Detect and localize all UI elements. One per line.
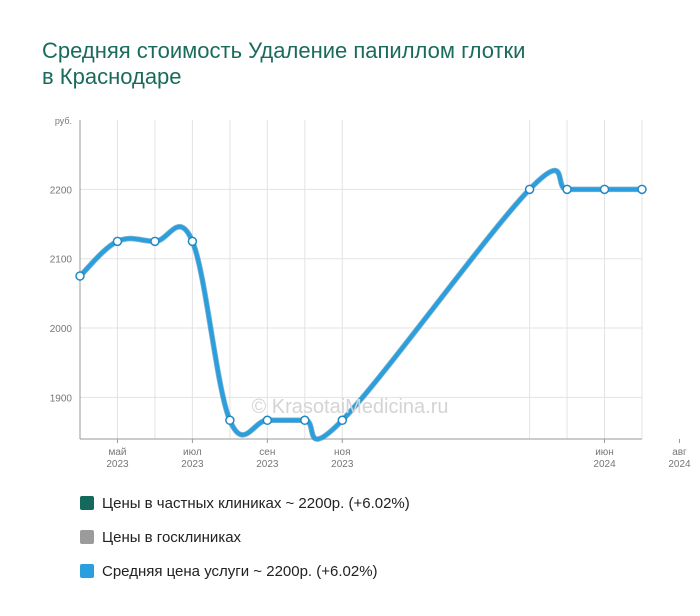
x-tick-label-month: авг [672, 447, 687, 458]
legend-item-public[interactable]: Цены в госклиниках [80, 520, 410, 554]
legend-label-public: Цены в госклиниках [102, 528, 242, 546]
legend-swatch-average [80, 564, 94, 578]
chart-title-line-1: Средняя стоимость Удаление папиллом глот… [42, 38, 526, 63]
x-tick-label-month: июл [183, 447, 202, 458]
x-tick-label-year: 2023 [256, 459, 279, 470]
x-tick-label-year: 2023 [331, 459, 354, 470]
price-line-chart: 1900200021002200руб.май2023июл2023сен202… [50, 116, 691, 470]
data-point [300, 415, 310, 426]
data-point [562, 184, 572, 195]
data-point [524, 184, 535, 195]
data-point [637, 184, 647, 195]
chart-title-line-2: в Краснодаре [42, 64, 182, 89]
x-tick-label-year: 2024 [593, 459, 616, 470]
chart-title: Средняя стоимость Удаление папиллом глот… [42, 38, 662, 90]
x-tick-label-year: 2023 [181, 459, 204, 470]
y-tick-label: 1900 [50, 393, 73, 404]
chart-legend: Цены в частных клиниках ~ 2200р. (+6.02%… [80, 486, 410, 588]
y-tick-label: 2100 [50, 255, 73, 266]
x-tick-label-month: сен [259, 447, 275, 458]
data-point [599, 184, 610, 195]
data-point [337, 415, 348, 426]
legend-swatch-private [80, 496, 94, 510]
x-tick-label-year: 2024 [668, 459, 691, 470]
legend-label-private: Цены в частных клиниках ~ 2200р. (+6.02%… [102, 494, 410, 512]
legend-item-private[interactable]: Цены в частных клиниках ~ 2200р. (+6.02%… [80, 486, 410, 520]
data-point [187, 236, 198, 247]
y-tick-label: 2000 [50, 324, 73, 335]
legend-label-average: Средняя цена услуги ~ 2200р. (+6.02%) [102, 562, 378, 580]
x-tick-label-year: 2023 [106, 459, 129, 470]
data-point [225, 415, 235, 426]
x-tick-label-month: ноя [334, 447, 351, 458]
data-point [112, 236, 123, 247]
legend-item-average[interactable]: Средняя цена услуги ~ 2200р. (+6.02%) [80, 554, 410, 588]
y-unit-label: руб. [55, 116, 72, 126]
x-tick-label-month: июн [595, 447, 614, 458]
data-point [150, 236, 160, 247]
x-tick-label-month: май [108, 447, 126, 458]
legend-swatch-public [80, 530, 94, 544]
series-line-average [78, 168, 644, 441]
data-point [75, 271, 85, 281]
data-point [262, 415, 273, 426]
y-tick-label: 2200 [50, 185, 73, 196]
watermark: © KrasotaiMedicina.ru [251, 396, 449, 418]
